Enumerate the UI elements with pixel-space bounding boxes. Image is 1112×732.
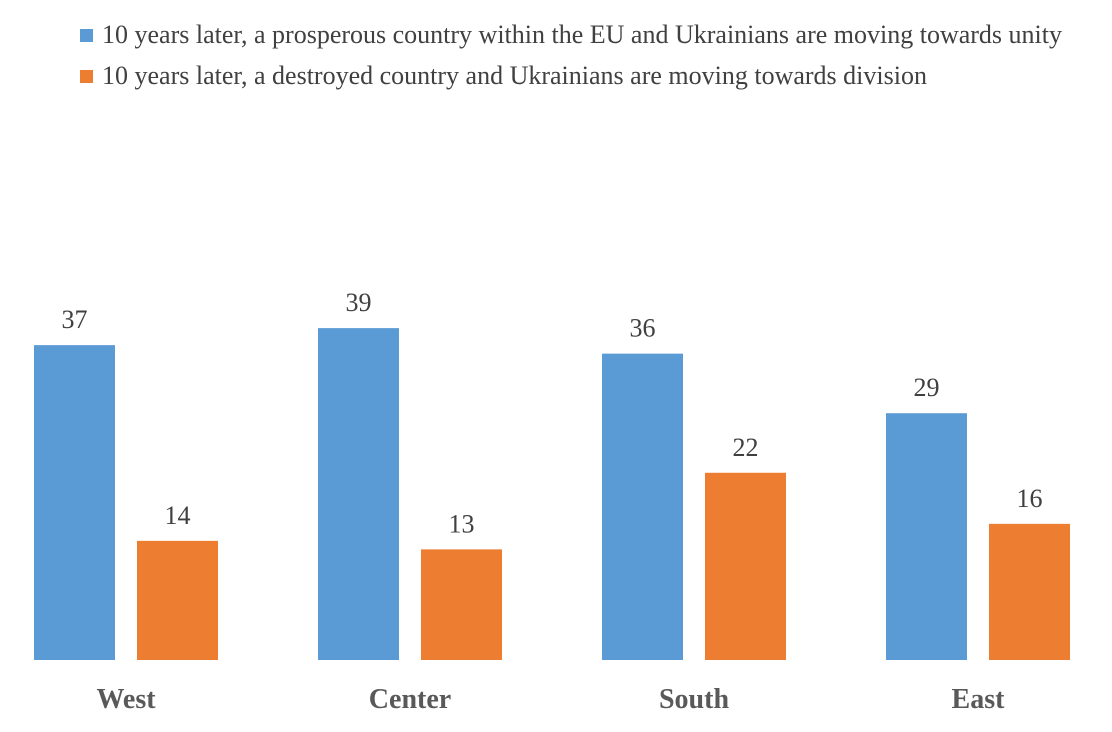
legend-label: 10 years later, a prosperous country wit… [102,20,1062,49]
data-label-east-series-1: 29 [914,373,940,402]
bar-east-series-2 [989,523,1070,660]
category-label-east: East [952,684,1006,715]
category-label-west: West [96,684,156,715]
legend-swatch-blue [80,29,93,42]
bar-center-series-2 [421,549,502,660]
legend: 10 years later, a prosperous country wit… [80,18,1080,100]
bar-west-series-2 [137,540,218,660]
legend-item-destroyed: 10 years later, a destroyed country and … [80,59,1080,92]
legend-swatch-orange [80,70,93,83]
bar-center-series-1 [318,328,399,660]
legend-item-prosperous: 10 years later, a prosperous country wit… [80,18,1080,51]
data-label-center-series-2: 13 [449,509,475,538]
legend-label: 10 years later, a destroyed country and … [102,61,927,90]
data-label-south-series-2: 22 [733,433,759,462]
data-label-south-series-1: 36 [630,314,656,343]
data-label-east-series-2: 16 [1017,484,1043,513]
category-label-south: South [659,684,729,715]
bar-south-series-2 [705,472,786,660]
bar-east-series-1 [886,413,967,660]
bar-south-series-1 [602,353,683,660]
data-label-center-series-1: 39 [346,288,372,317]
data-label-west-series-1: 37 [62,305,88,334]
bar-west-series-1 [34,345,115,660]
category-label-center: Center [369,684,451,715]
data-label-west-series-2: 14 [165,501,191,530]
